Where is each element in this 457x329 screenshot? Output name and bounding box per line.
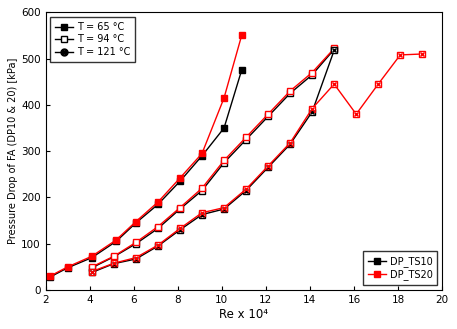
Y-axis label: Pressure Drop of FA (DP10 & 20) [kPa]: Pressure Drop of FA (DP10 & 20) [kPa] (8, 58, 18, 244)
Legend: DP_TS10, DP_TS20: DP_TS10, DP_TS20 (363, 251, 437, 285)
X-axis label: Re x 10⁴: Re x 10⁴ (219, 308, 268, 321)
